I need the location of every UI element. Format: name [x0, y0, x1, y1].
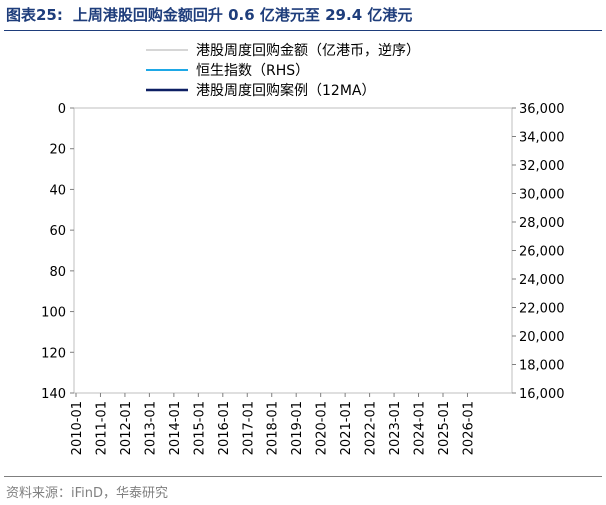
x-tick-label: 2015-01: [192, 401, 207, 455]
title-divider: [4, 30, 602, 31]
x-tick-label: 2024-01: [413, 401, 428, 455]
right-tick-label: 16,000: [519, 387, 565, 402]
right-tick-label: 32,000: [519, 159, 565, 174]
x-tick-label: 2018-01: [266, 401, 281, 455]
chart: 0 20 40 60 80 100 120 140 16,000 18,000 20,000 22,0…: [41, 43, 564, 455]
right-tick-label: 20,000: [519, 330, 565, 345]
right-tick-label: 24,000: [519, 273, 565, 288]
chart-axes: 0 20 40 60 80 100 120 140 16,000 18,000 20,000 22,0…: [41, 102, 564, 455]
right-tick-label: 28,000: [519, 216, 565, 231]
left-tick-label: 100: [41, 306, 66, 321]
x-tick-label: 2026-01: [461, 401, 476, 455]
legend-label: 港股周度回购金额（亿港币，逆序）: [196, 43, 420, 59]
x-tick-label: 2010-01: [70, 401, 85, 455]
right-tick-label: 22,000: [519, 302, 565, 317]
figure-title-text: 上周港股回购金额回升 0.6 亿港元至 29.4 亿港元: [72, 6, 413, 24]
x-tick-label: 2023-01: [388, 401, 403, 455]
x-tick-label: 2012-01: [119, 401, 134, 455]
right-tick-label: 30,000: [519, 188, 565, 203]
x-tick-label: 2014-01: [168, 401, 183, 455]
left-tick-label: 0: [58, 102, 66, 117]
right-tick-label: 26,000: [519, 245, 565, 260]
legend-label: 恒生指数（RHS）: [196, 63, 309, 79]
x-tick-label: 2021-01: [339, 401, 354, 455]
legend-label: 港股周度回购案例（12MA）: [196, 82, 375, 99]
left-tick-label: 60: [49, 224, 66, 239]
x-tick-label: 2019-01: [290, 401, 305, 455]
figure-title: 图表25: 上周港股回购金额回升 0.6 亿港元至 29.4 亿港元: [6, 4, 412, 25]
figure-number: 图表25:: [6, 6, 63, 24]
source-divider: [4, 476, 602, 477]
left-tick-label: 40: [49, 183, 66, 198]
x-tick-label: 2025-01: [437, 401, 452, 455]
x-tick-label: 2016-01: [217, 401, 232, 455]
source-note: 资料来源：iFinD，华泰研究: [6, 486, 169, 501]
x-tick-label: 2020-01: [315, 401, 330, 455]
chart-frame: [73, 107, 513, 394]
right-tick-label: 18,000: [519, 359, 565, 374]
x-tick-label: 2022-01: [364, 401, 379, 455]
left-tick-label: 120: [41, 346, 66, 361]
left-tick-label: 80: [49, 265, 66, 280]
legend: 港股周度回购金额（亿港币，逆序） 恒生指数（RHS） 港股周度回购案例（12MA）: [146, 43, 420, 99]
right-tick-label: 36,000: [519, 102, 565, 117]
x-tick-label: 2017-01: [241, 401, 256, 455]
x-tick-label: 2011-01: [94, 401, 109, 455]
left-tick-label: 20: [49, 143, 66, 158]
plot-area: [73, 107, 513, 394]
right-tick-label: 34,000: [519, 131, 565, 146]
left-tick-label: 140: [41, 387, 66, 402]
x-tick-label: 2013-01: [143, 401, 158, 455]
